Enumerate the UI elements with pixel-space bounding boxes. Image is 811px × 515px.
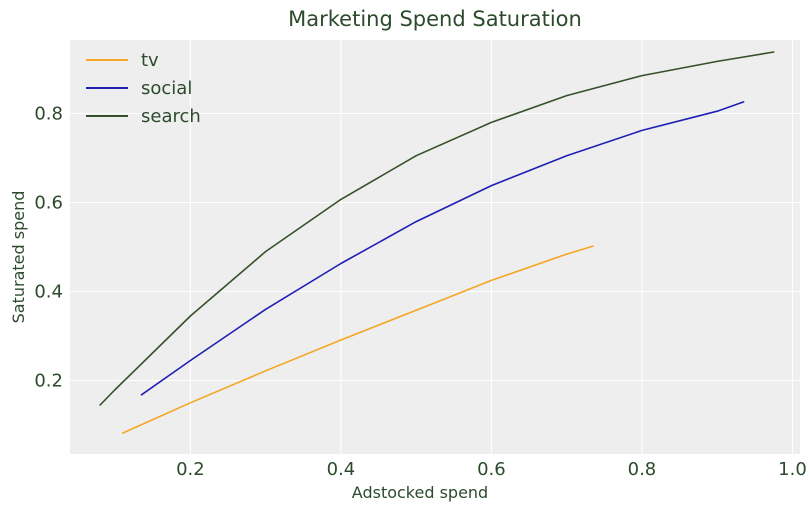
x-axis-label: Adstocked spend	[352, 483, 488, 502]
x-tick-label: 1.0	[778, 459, 807, 480]
legend-label-social: social	[141, 78, 192, 99]
chart-title: Marketing Spend Saturation	[288, 7, 582, 31]
y-tick-label: 0.8	[34, 103, 63, 124]
series-line-tv	[121, 245, 594, 434]
series-line-search	[99, 51, 775, 406]
y-tick-label: 0.6	[34, 192, 63, 213]
x-tick-label: 0.4	[327, 459, 356, 480]
y-axis-label: Saturated spend	[9, 191, 28, 324]
x-tick-label: 0.2	[176, 459, 205, 480]
plot-background	[70, 40, 800, 454]
legend-label-search: search	[141, 106, 201, 127]
legend-label-tv: tv	[141, 50, 159, 71]
x-tick-label: 0.6	[477, 459, 506, 480]
tick-labels: 0.2 0.4 0.6 0.8 1.0 0.2 0.4 0.6 0.8	[34, 103, 806, 480]
series-lines	[99, 51, 775, 434]
series-line-social	[140, 101, 745, 396]
y-tick-label: 0.2	[34, 371, 63, 392]
x-tick-label: 0.8	[628, 459, 657, 480]
legend: tv social search	[86, 50, 201, 127]
grid-lines	[70, 40, 800, 454]
y-tick-label: 0.4	[34, 282, 63, 303]
